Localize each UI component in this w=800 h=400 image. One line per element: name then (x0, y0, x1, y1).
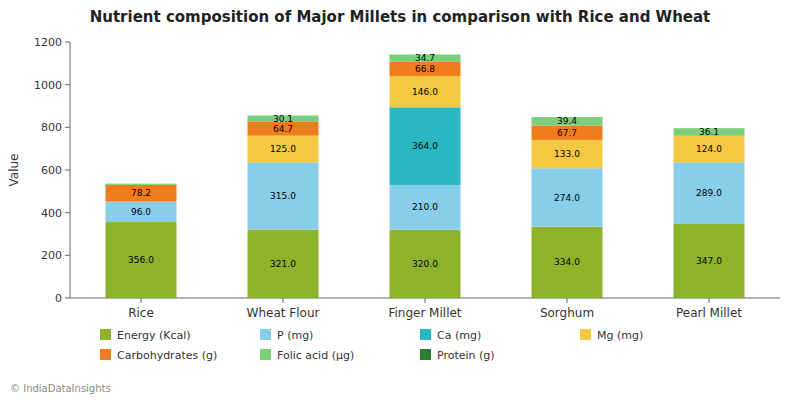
data-label: 124.0 (696, 144, 722, 154)
legend-swatch (260, 349, 271, 360)
bar-segment (674, 162, 745, 224)
x-tick (141, 298, 142, 303)
x-tick-label: Wheat Flour (247, 306, 320, 320)
x-tick-label: Rice (128, 306, 154, 320)
x-tick-label: Sorghum (540, 306, 594, 320)
title: Nutrient composition of Major Millets in… (90, 8, 711, 26)
data-label: 364.0 (412, 141, 438, 151)
legend-label: Mg (mg) (597, 329, 643, 342)
y-tick-label: 1200 (34, 36, 62, 49)
y-tick-label: 1000 (34, 79, 62, 92)
x-tick (283, 298, 284, 303)
bars (106, 54, 745, 298)
data-label: 334.0 (554, 257, 580, 267)
y-tick-label: 800 (41, 121, 62, 134)
data-labels: 356.0 321.0 320.0 334.0 347.0 96.0 315.0 210.0 2… (128, 53, 722, 269)
x-tick (425, 298, 426, 303)
legend-swatch (420, 349, 431, 360)
y-tick (65, 212, 70, 213)
bar-segment (248, 122, 319, 136)
data-label: 78.2 (131, 188, 151, 198)
data-label: 66.8 (415, 64, 435, 74)
data-label: 64.7 (273, 124, 293, 134)
bar-segment (390, 230, 461, 298)
y-tick (65, 127, 70, 128)
legend-label: Carbohydrates (g) (117, 349, 217, 362)
data-label: 356.0 (128, 255, 154, 265)
axes: 0 200 400 600 800 1000 1200 Rice Wheat Flour Fing… (34, 36, 780, 320)
legend-swatch (100, 329, 111, 340)
data-label: 347.0 (696, 256, 722, 266)
legend-swatch (580, 329, 591, 340)
legend-swatch (420, 329, 431, 340)
bar-segment (532, 227, 603, 298)
bar-segment (248, 230, 319, 298)
x-tick-label: Finger Millet (388, 306, 461, 320)
bar-segment (390, 185, 461, 230)
legend-label: Protein (g) (437, 349, 495, 362)
legend-label: Energy (Kcal) (117, 329, 191, 342)
y-tick-label: 600 (41, 164, 62, 177)
y-tick-label: 200 (41, 249, 62, 262)
data-label: 125.0 (270, 144, 296, 154)
bar-segment (390, 62, 461, 76)
legend: Energy (Kcal) P (mg) Ca (mg) Mg (mg) Carbohy… (100, 329, 643, 362)
data-label: 96.0 (131, 207, 151, 217)
bar-segment (390, 107, 461, 185)
y-tick (65, 255, 70, 256)
y-tick-label: 0 (55, 292, 62, 305)
bar-segment (532, 125, 603, 139)
chart: Nutrient composition of Major Millets in… (0, 0, 800, 400)
x-tick (567, 298, 568, 303)
data-label: 320.0 (412, 259, 438, 269)
bar-segment (106, 184, 177, 185)
data-label: 34.7 (415, 53, 435, 63)
y-tick (65, 298, 70, 299)
bar-segment (532, 117, 603, 125)
data-label: 146.0 (412, 87, 438, 97)
bar-segment (248, 162, 319, 229)
data-label: 67.7 (557, 128, 577, 138)
legend-label: Folic acid (μg) (277, 349, 354, 362)
data-label: 210.0 (412, 202, 438, 212)
bar-segment (674, 224, 745, 298)
bar-segment (106, 183, 177, 184)
data-label: 36.1 (699, 127, 719, 137)
data-label: 315.0 (270, 191, 296, 201)
legend-swatch (260, 329, 271, 340)
x-tick (709, 298, 710, 303)
data-label: 274.0 (554, 193, 580, 203)
y-tick (65, 84, 70, 85)
data-label: 39.4 (557, 116, 577, 126)
data-label: 30.1 (273, 114, 293, 124)
watermark: © IndiaDataInsights (10, 383, 111, 394)
bar-segment (532, 140, 603, 168)
y-tick-label: 400 (41, 207, 62, 220)
y-axis-line (70, 42, 71, 298)
x-tick-label: Pearl Millet (676, 306, 742, 320)
data-label: 321.0 (270, 259, 296, 269)
bar-segment (106, 202, 177, 222)
bar-segment (532, 168, 603, 226)
bar-segment (390, 76, 461, 107)
data-label: 133.0 (554, 149, 580, 159)
legend-swatch (100, 349, 111, 360)
legend-label: Ca (mg) (437, 329, 481, 342)
bar-segment (248, 136, 319, 163)
y-tick (65, 42, 70, 43)
y-tick (65, 170, 70, 171)
legend-label: P (mg) (277, 329, 313, 342)
bar-segment (674, 136, 745, 162)
data-label: 289.0 (696, 188, 722, 198)
bar-segment (106, 185, 177, 202)
bar-segment (106, 222, 177, 298)
y-axis-label: Value (7, 154, 21, 187)
